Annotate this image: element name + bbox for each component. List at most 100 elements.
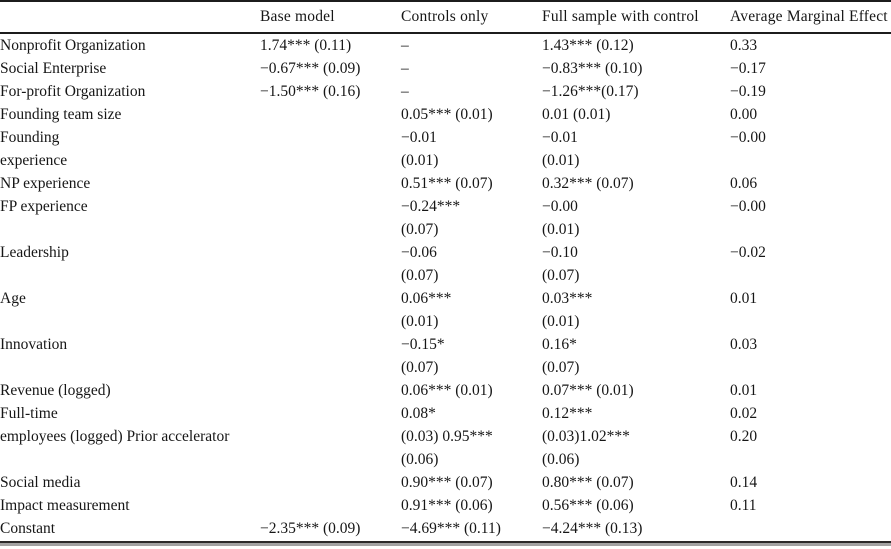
avg-marginal-effect-cell: −0.19 [730, 83, 766, 100]
col-header-base-model: Base model [260, 8, 335, 25]
controls-only-cell: – [401, 60, 409, 77]
table-row: Revenue (logged) 0.06*** (0.01) 0.07*** … [0, 379, 891, 402]
regression-results-table: Base model Controls only Full sample wit… [0, 2, 891, 540]
full-sample-cell: (0.07) [542, 267, 580, 284]
full-sample-cell: −0.10 [542, 244, 578, 261]
base-model-cell [260, 264, 401, 287]
avg-marginal-effect-cell: 0.00 [730, 106, 758, 123]
avg-marginal-effect-cell [730, 310, 891, 333]
controls-only-cell: – [401, 37, 409, 54]
full-sample-cell: 1.43*** (0.12) [542, 37, 634, 54]
base-model-cell [260, 103, 401, 126]
base-model-cell: −0.67*** (0.09) [260, 60, 361, 77]
row-label-cell: Age [0, 290, 26, 307]
avg-marginal-effect-cell: 0.01 [730, 290, 758, 307]
base-model-cell [260, 195, 401, 218]
table-row: For-profit Organization −1.50*** (0.16) … [0, 80, 891, 103]
full-sample-cell: (0.01) [542, 313, 580, 330]
col-header-avg-marginal-effect: Average Marginal Effect [730, 8, 888, 25]
avg-marginal-effect-cell [730, 517, 891, 540]
controls-only-cell: 0.05*** (0.01) [401, 106, 493, 123]
row-label-cell [0, 218, 260, 241]
row-label-cell: Nonprofit Organization [0, 37, 146, 54]
row-label-cell: Founding team size [0, 106, 122, 123]
full-sample-cell: 0.12*** [542, 405, 593, 422]
base-model-cell: −1.50*** (0.16) [260, 83, 361, 100]
bottom-rule [0, 541, 891, 546]
full-sample-cell: −0.83*** (0.10) [542, 60, 643, 77]
row-label-cell: Revenue (logged) [0, 382, 111, 399]
row-label-cell: Innovation [0, 336, 68, 353]
full-sample-cell: (0.06) [542, 451, 580, 468]
table-row: (0.07) (0.07) [0, 356, 891, 379]
row-label-cell: Constant [0, 520, 56, 537]
bottom-rule-light-line [0, 543, 891, 546]
controls-only-cell: −0.24*** [401, 198, 461, 215]
avg-marginal-effect-cell: −0.02 [730, 244, 766, 261]
controls-only-cell: 0.51*** (0.07) [401, 175, 493, 192]
full-sample-cell: (0.07) [542, 359, 580, 376]
base-model-cell [260, 494, 401, 517]
table-row: Founding −0.01 −0.01 −0.00 [0, 126, 891, 149]
avg-marginal-effect-cell [730, 264, 891, 287]
avg-marginal-effect-cell [730, 218, 891, 241]
table-body: Nonprofit Organization 1.74*** (0.11) – … [0, 33, 891, 540]
full-sample-cell: 0.03*** [542, 290, 593, 307]
base-model-cell [260, 356, 401, 379]
controls-only-cell: (0.01) [401, 313, 439, 330]
controls-only-cell: 0.90*** (0.07) [401, 474, 493, 491]
col-header-variable [0, 2, 260, 33]
base-model-cell: 1.74*** (0.11) [260, 37, 352, 54]
table-row: Social media 0.90*** (0.07) 0.80*** (0.0… [0, 471, 891, 494]
row-label-cell [0, 310, 260, 333]
controls-only-cell: 0.06*** [401, 290, 452, 307]
base-model-cell [260, 172, 401, 195]
avg-marginal-effect-cell: 0.02 [730, 405, 758, 422]
row-label-cell: NP experience [0, 175, 91, 192]
row-label-cell: Founding [0, 129, 60, 146]
table-row: employees (logged) Prior accelerator (0.… [0, 425, 891, 448]
table-row: Nonprofit Organization 1.74*** (0.11) – … [0, 33, 891, 57]
base-model-cell [260, 287, 401, 310]
base-model-cell [260, 448, 401, 471]
full-sample-cell: (0.03)1.02*** [542, 428, 630, 445]
table-row: Founding team size 0.05*** (0.01) 0.01 (… [0, 103, 891, 126]
controls-only-cell: −0.15* [401, 336, 445, 353]
controls-only-cell: 0.91*** (0.06) [401, 497, 493, 514]
avg-marginal-effect-cell: −0.17 [730, 60, 766, 77]
controls-only-cell: (0.01) [401, 152, 439, 169]
table-row: Constant −2.35*** (0.09) −4.69*** (0.11)… [0, 517, 891, 540]
row-label-cell: employees (logged) Prior accelerator [0, 428, 230, 445]
avg-marginal-effect-cell: 0.06 [730, 175, 758, 192]
full-sample-cell: 0.01 (0.01) [542, 106, 611, 123]
row-label-cell: Full-time [0, 405, 58, 422]
table-header: Base model Controls only Full sample wit… [0, 2, 891, 33]
base-model-cell [260, 241, 401, 264]
row-label-cell [0, 448, 260, 471]
full-sample-cell: (0.01) [542, 152, 580, 169]
row-label-cell: Impact measurement [0, 497, 130, 514]
full-sample-cell: 0.07*** (0.01) [542, 382, 634, 399]
table-row: Impact measurement 0.91*** (0.06) 0.56**… [0, 494, 891, 517]
col-header-full-sample: Full sample with control [542, 8, 699, 25]
avg-marginal-effect-cell [730, 356, 891, 379]
table-row: FP experience −0.24*** −0.00 −0.00 [0, 195, 891, 218]
controls-only-cell: −4.69*** (0.11) [401, 520, 501, 537]
top-rule [0, 0, 891, 2]
base-model-cell [260, 310, 401, 333]
base-model-cell [260, 379, 401, 402]
table-row: NP experience 0.51*** (0.07) 0.32*** (0.… [0, 172, 891, 195]
row-label-cell [0, 356, 260, 379]
avg-marginal-effect-cell: 0.03 [730, 336, 758, 353]
table-row: Social Enterprise −0.67*** (0.09) – −0.8… [0, 57, 891, 80]
controls-only-cell: 0.08* [401, 405, 436, 422]
controls-only-cell: −0.01 [401, 129, 437, 146]
controls-only-cell: −0.06 [401, 244, 437, 261]
row-label-cell: FP experience [0, 198, 88, 215]
table-row: Full-time 0.08* 0.12*** 0.02 [0, 402, 891, 425]
controls-only-cell: (0.06) [401, 451, 439, 468]
controls-only-cell: 0.06*** (0.01) [401, 382, 493, 399]
row-label-cell: Social Enterprise [0, 60, 107, 77]
table-row: experience (0.01) (0.01) [0, 149, 891, 172]
full-sample-cell: 0.80*** (0.07) [542, 474, 634, 491]
